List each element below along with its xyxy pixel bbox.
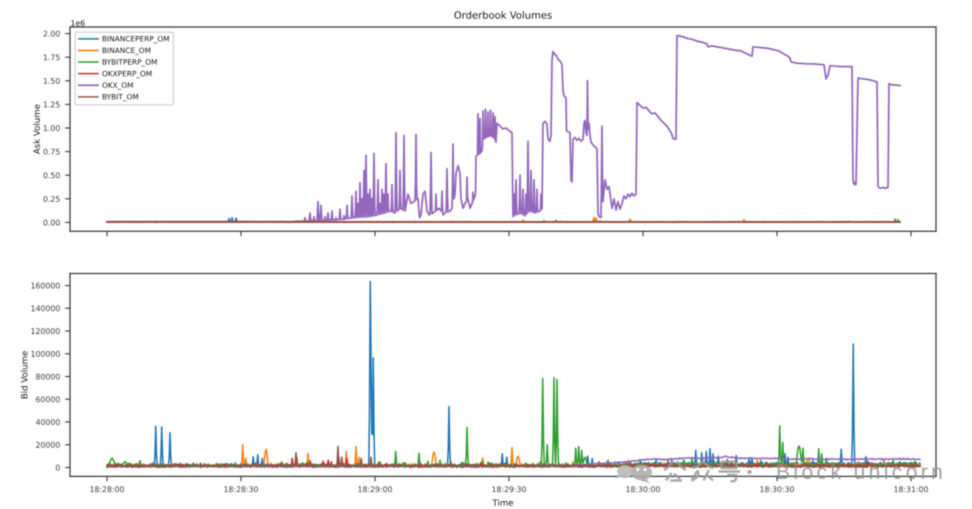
svg-text:Block unicorn: Block unicorn: [776, 461, 946, 484]
